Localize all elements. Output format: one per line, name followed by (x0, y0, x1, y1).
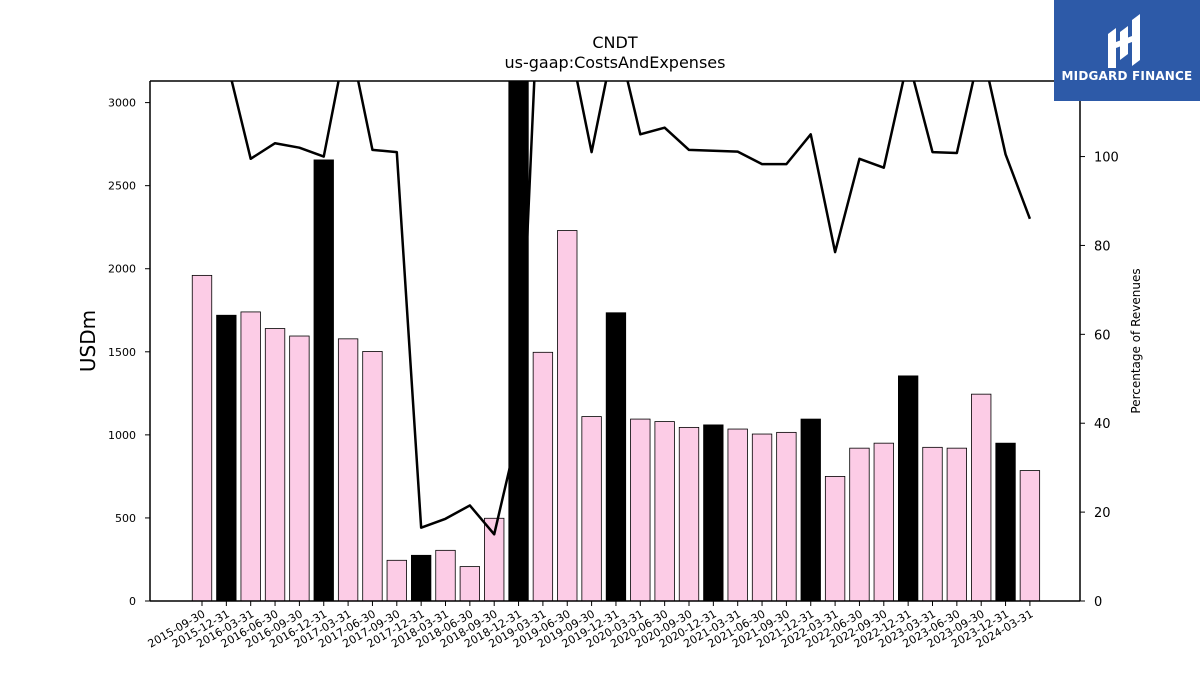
bar-2023-03-31 (922, 446, 943, 601)
bar-2018-12-31 (508, 81, 529, 601)
bar-2016-03-31 (240, 311, 261, 601)
chart-title: CNDT (592, 33, 637, 52)
y-tick-label: 1000 (108, 429, 136, 442)
y-tick-label: 2000 (108, 263, 136, 276)
percentage-line (230, 81, 1032, 536)
bar-2023-06-30 (946, 447, 967, 601)
y-tick-label: 500 (115, 512, 136, 525)
bar-2023-09-30 (971, 393, 992, 601)
plot-frame (149, 80, 1081, 602)
bar-2016-09-30 (289, 335, 310, 601)
y2-tick-label: 40 (1094, 417, 1111, 432)
bar-2016-12-31 (313, 159, 334, 601)
bar-2019-12-31 (605, 312, 627, 601)
bar-2020-09-30 (678, 426, 700, 601)
bar-series (191, 81, 1041, 601)
bar-2016-06-30 (264, 328, 286, 601)
bar-2015-09-30 (191, 274, 213, 601)
bar-2019-09-30 (581, 416, 602, 601)
bar-2023-12-31 (995, 442, 1016, 601)
y2-tick-label: 80 (1094, 239, 1111, 254)
y-axis-label: USDm (76, 310, 100, 372)
x-axis-ticks: 2015-09-302015-12-312016-03-312016-06-30… (146, 601, 1035, 651)
logo-mark-icon (1108, 14, 1140, 68)
bar-2021-06-30 (751, 433, 773, 601)
bar-2022-03-31 (824, 475, 846, 601)
y-tick-label: 2500 (108, 180, 136, 193)
bar-2017-09-30 (386, 559, 407, 601)
y-tick-label: 0 (129, 595, 136, 608)
bar-2020-12-31 (703, 424, 724, 601)
bar-2020-06-30 (654, 421, 675, 601)
y-axis-ticks: 0 500 1000 1500 2000 2500 3000 (108, 97, 150, 608)
bar-2017-06-30 (362, 351, 383, 601)
bar-2017-12-31 (410, 554, 432, 601)
y-tick-label: 1500 (108, 346, 136, 359)
y2-axis-label: Percentage of Revenues (1129, 268, 1143, 413)
bar-2017-03-31 (337, 338, 359, 601)
bar-2021-03-31 (727, 428, 748, 601)
bar-2018-09-30 (484, 517, 505, 601)
y2-axis-ticks: 0 20 40 60 80 100 (1080, 151, 1119, 610)
chart-subtitle: us-gaap:CostsAndExpenses (505, 53, 726, 72)
y2-tick-label: 100 (1094, 151, 1119, 166)
bar-2022-06-30 (849, 447, 870, 601)
y2-tick-label: 60 (1094, 328, 1111, 343)
bar-2021-09-30 (776, 431, 797, 601)
bar-2024-03-31 (1019, 470, 1041, 601)
logo-text: MIDGARD FINANCE (1061, 69, 1193, 83)
percentage-line-series (230, 81, 1032, 536)
bar-2015-12-31 (216, 314, 237, 601)
bar-2020-03-31 (630, 418, 651, 601)
y-tick-label: 3000 (108, 97, 136, 110)
bar-2019-06-30 (557, 230, 578, 601)
bar-2021-12-31 (800, 418, 821, 601)
bar-2022-12-31 (898, 375, 919, 601)
y2-tick-label: 20 (1094, 506, 1111, 521)
bar-2019-03-31 (532, 351, 554, 601)
bar-2018-03-31 (435, 549, 456, 601)
bar-2022-09-30 (873, 442, 894, 601)
bar-2018-06-30 (459, 566, 481, 601)
y2-tick-label: 0 (1094, 595, 1102, 610)
midgard-finance-logo: MIDGARD FINANCE (1054, 0, 1200, 101)
